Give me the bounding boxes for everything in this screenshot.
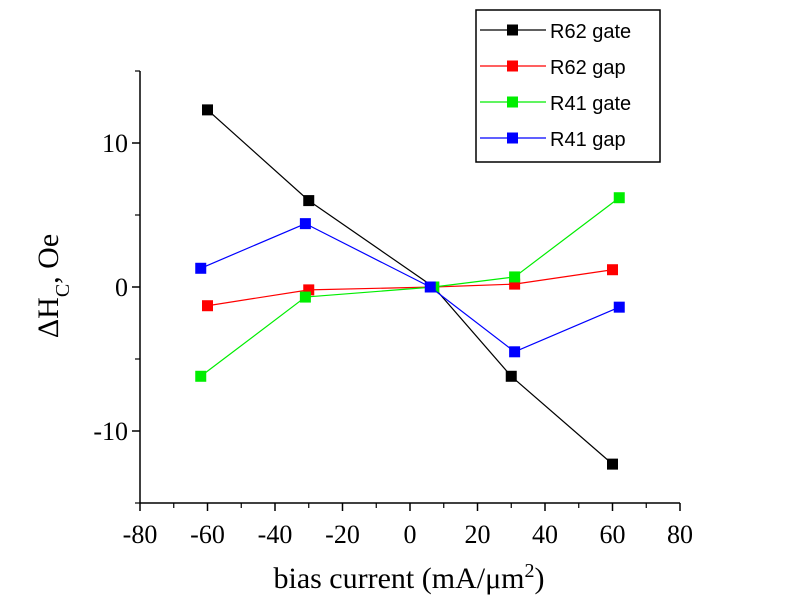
legend-item: R41 gap xyxy=(480,129,626,151)
legend-label: R62 gate xyxy=(550,21,631,43)
data-point xyxy=(509,271,521,283)
y-tick-label: 0 xyxy=(115,273,128,302)
y-tick-label: -10 xyxy=(93,417,128,446)
data-point xyxy=(505,370,517,382)
series-layer xyxy=(195,104,625,470)
x-axis-title: bias current (mA/μm2) xyxy=(273,560,544,595)
x-tick-label: -40 xyxy=(258,520,293,549)
x-tick-label: 80 xyxy=(667,520,693,549)
series-3 xyxy=(195,218,625,358)
data-point xyxy=(613,192,625,204)
legend-label: R41 gap xyxy=(550,129,626,151)
legend-label: R62 gap xyxy=(550,57,626,79)
x-tick-label: -60 xyxy=(190,520,225,549)
data-point xyxy=(195,370,207,382)
legend-marker xyxy=(507,60,518,72)
data-point xyxy=(195,262,207,274)
data-point xyxy=(303,284,315,296)
legend-label: R41 gate xyxy=(550,93,631,115)
axes: -80 -60 -40 -20 0 20 40 60 80 -10 0 10 xyxy=(93,70,693,549)
x-tick-label: 40 xyxy=(532,520,558,549)
data-point xyxy=(424,281,436,293)
data-point xyxy=(299,218,311,230)
y-axis-title: ΔHC, Oe xyxy=(32,234,74,338)
data-point xyxy=(303,195,315,207)
x-tick-label: 20 xyxy=(465,520,491,549)
x-tick-label: -80 xyxy=(123,520,158,549)
data-point xyxy=(509,346,521,358)
data-point xyxy=(607,264,618,276)
data-point xyxy=(607,458,618,470)
data-point xyxy=(202,104,213,116)
data-point xyxy=(509,278,521,290)
x-tick-label: -20 xyxy=(325,520,360,549)
data-point xyxy=(202,300,213,312)
legend: R62 gate R62 gap R41 gate R41 gap xyxy=(475,9,661,163)
x-tick-label: 60 xyxy=(600,520,626,549)
legend-item: R41 gate xyxy=(480,93,631,115)
data-point xyxy=(613,301,625,313)
legend-item: R62 gap xyxy=(480,57,626,79)
legend-item: R62 gate xyxy=(480,21,631,43)
x-tick-label: 0 xyxy=(404,520,417,549)
legend-marker xyxy=(507,96,518,108)
y-tick-label: 10 xyxy=(102,129,128,158)
legend-box xyxy=(475,9,661,163)
legend-marker xyxy=(507,132,518,144)
data-point xyxy=(299,291,311,303)
series-line xyxy=(207,269,613,307)
legend-marker xyxy=(507,24,518,36)
